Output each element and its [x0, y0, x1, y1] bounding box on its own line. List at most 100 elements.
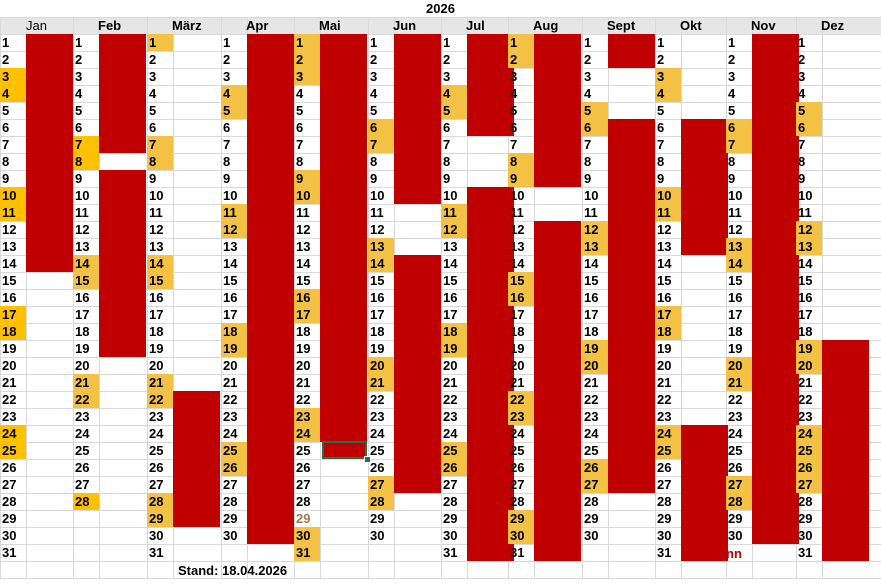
day-cell[interactable]: 4 — [584, 86, 592, 101]
day-cell[interactable]: 14 — [2, 256, 17, 271]
day-cell[interactable]: 26 — [582, 459, 608, 476]
day-cell[interactable]: 13 — [149, 239, 164, 254]
day-cell[interactable]: 14 — [726, 255, 752, 272]
day-cell[interactable]: 16 — [443, 290, 458, 305]
day-cell[interactable]: 10 — [149, 188, 164, 203]
day-cell[interactable]: 11 — [221, 204, 247, 221]
day-cell[interactable]: 25 — [221, 442, 247, 459]
day-cell[interactable]: 16 — [2, 290, 17, 305]
day-cell[interactable]: 8 — [147, 153, 173, 170]
day-cell[interactable]: 4 — [370, 86, 378, 101]
day-cell[interactable]: 16 — [149, 290, 164, 305]
day-cell[interactable]: 2 — [657, 52, 665, 67]
day-cell[interactable]: 29 — [798, 511, 813, 526]
day-cell[interactable]: 20 — [726, 357, 752, 374]
day-cell[interactable]: 18 — [441, 323, 467, 340]
day-cell[interactable]: 9 — [798, 171, 806, 186]
day-cell[interactable]: 3 — [510, 69, 518, 84]
day-cell[interactable]: 29 — [657, 511, 672, 526]
day-cell[interactable]: 25 — [441, 442, 467, 459]
day-cell[interactable]: 22 — [296, 392, 311, 407]
day-cell[interactable]: 24 — [75, 426, 90, 441]
day-cell[interactable]: 26 — [728, 460, 743, 475]
day-cell[interactable]: 28 — [147, 493, 173, 510]
day-cell[interactable]: 20 — [657, 358, 672, 373]
day-cell[interactable]: 20 — [149, 358, 164, 373]
day-cell[interactable]: 19 — [657, 341, 672, 356]
day-cell[interactable]: 13 — [796, 238, 822, 255]
day-cell[interactable]: 4 — [728, 86, 736, 101]
day-cell[interactable]: 14 — [223, 256, 238, 271]
day-cell[interactable]: 11 — [441, 204, 467, 221]
day-cell[interactable]: 4 — [0, 85, 26, 102]
day-cell[interactable]: 8 — [657, 154, 665, 169]
day-cell[interactable]: 28 — [726, 493, 752, 510]
day-cell[interactable]: 7 — [510, 137, 518, 152]
day-cell[interactable]: 2 — [728, 52, 736, 67]
day-cell[interactable]: 3 — [798, 69, 806, 84]
day-cell[interactable]: 7 — [73, 136, 99, 153]
day-cell[interactable]: 25 — [370, 443, 385, 458]
day-cell[interactable]: 24 — [294, 425, 320, 442]
day-cell[interactable]: 26 — [796, 459, 822, 476]
day-cell[interactable]: 5 — [75, 103, 83, 118]
day-cell[interactable]: 18 — [655, 323, 681, 340]
day-cell[interactable]: 2 — [443, 52, 451, 67]
day-cell[interactable]: 6 — [726, 119, 752, 136]
day-cell[interactable]: 8 — [223, 154, 231, 169]
day-cell[interactable]: 10 — [370, 188, 385, 203]
day-cell[interactable]: 7 — [368, 136, 394, 153]
day-cell[interactable]: 16 — [223, 290, 238, 305]
day-cell[interactable]: 15 — [657, 273, 672, 288]
day-cell[interactable]: 12 — [657, 222, 672, 237]
day-cell[interactable]: 23 — [728, 409, 743, 424]
day-cell[interactable]: 15 — [223, 273, 238, 288]
day-cell[interactable]: 21 — [223, 375, 238, 390]
day-cell[interactable]: 5 — [2, 103, 10, 118]
day-cell[interactable]: 31 — [510, 545, 525, 560]
day-cell[interactable]: 27 — [582, 476, 608, 493]
day-cell[interactable]: 17 — [510, 307, 525, 322]
day-cell[interactable]: 11 — [584, 205, 598, 220]
day-cell[interactable]: 25 — [149, 443, 164, 458]
day-cell[interactable]: 1 — [370, 35, 378, 50]
day-cell[interactable]: 19 — [149, 341, 164, 356]
day-cell[interactable]: 21 — [726, 374, 752, 391]
day-cell[interactable]: 19 — [221, 340, 247, 357]
day-cell[interactable]: 26 — [296, 460, 311, 475]
day-cell[interactable]: 6 — [75, 120, 83, 135]
day-cell[interactable]: 30 — [2, 528, 17, 543]
day-cell[interactable]: 6 — [296, 120, 304, 135]
day-cell[interactable]: 4 — [75, 86, 83, 101]
day-cell[interactable]: 31 — [2, 545, 17, 560]
day-cell[interactable]: 30 — [584, 528, 599, 543]
day-cell[interactable]: 30 — [443, 528, 458, 543]
day-cell[interactable]: 20 — [443, 358, 458, 373]
day-cell[interactable]: 17 — [728, 307, 743, 322]
day-cell[interactable]: 25 — [510, 443, 525, 458]
day-cell[interactable]: 29 — [370, 511, 385, 526]
day-cell[interactable]: 24 — [443, 426, 458, 441]
day-cell[interactable]: 19 — [510, 341, 525, 356]
day-cell[interactable]: 15 — [296, 273, 311, 288]
day-cell[interactable]: 3 — [223, 69, 231, 84]
day-cell[interactable]: 3 — [443, 69, 451, 84]
day-cell[interactable]: 30 — [223, 528, 238, 543]
day-cell[interactable]: 2 — [223, 52, 231, 67]
day-cell[interactable]: 21 — [73, 374, 99, 391]
day-cell[interactable]: 10 — [798, 188, 813, 203]
day-cell[interactable]: 15 — [370, 273, 385, 288]
day-cell[interactable]: 8 — [370, 154, 378, 169]
day-cell[interactable]: 6 — [657, 120, 665, 135]
day-cell[interactable]: 3 — [370, 69, 378, 84]
day-cell[interactable]: 30 — [728, 528, 743, 543]
day-cell[interactable]: 9 — [657, 171, 665, 186]
day-cell[interactable]: 12 — [510, 222, 525, 237]
day-cell[interactable]: 25 — [0, 442, 26, 459]
day-cell[interactable]: 19 — [796, 340, 822, 357]
day-cell[interactable]: 23 — [508, 408, 534, 425]
day-cell[interactable]: 9 — [223, 171, 231, 186]
day-cell[interactable]: 1 — [728, 35, 736, 50]
day-cell[interactable]: 29 — [2, 511, 17, 526]
day-cell[interactable]: 28 — [73, 493, 99, 510]
